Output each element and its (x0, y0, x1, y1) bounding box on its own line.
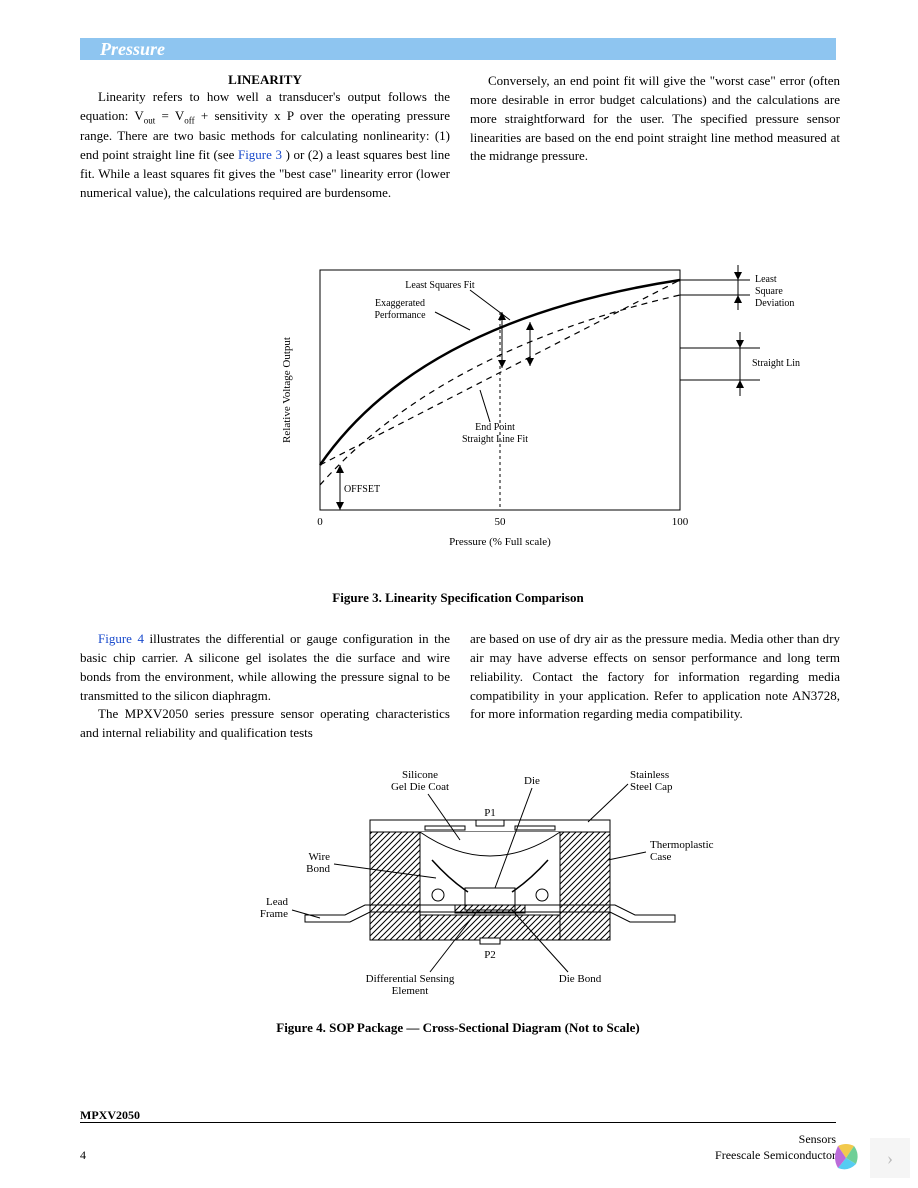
lbl-silicone-2: Gel Die Coat (391, 781, 449, 793)
sec2-left-p1: Figure 4 illustrates the differential or… (80, 630, 450, 705)
lbl-p2: P2 (484, 949, 496, 961)
col-left-1: LINEARITY Linearity refers to how well a… (80, 72, 450, 203)
figure4-diagram: Silicone Gel Die Coat Die Stainless Stee… (210, 760, 770, 1020)
lbl-silicone-1: Silicone (402, 769, 438, 781)
xtick-0: 0 (317, 516, 323, 528)
lbl-steel-1: Stainless (630, 769, 669, 781)
footer-rule (80, 1122, 836, 1123)
sub-out: out (144, 115, 156, 125)
exaggerated-label-1: Exaggerated (375, 298, 425, 309)
linearity-left-para: Linearity refers to how well a transduce… (80, 88, 450, 203)
lbl-wire-2: Bond (306, 863, 330, 875)
sec2-left-p2: The MPXV2050 series pressure sensor oper… (80, 705, 450, 743)
lbl-lead-2: Frame (260, 908, 288, 920)
figure4-link[interactable]: Figure 4 (98, 631, 144, 646)
figure3-chart: Relative Voltage Output Pressure (% Full… (240, 250, 800, 580)
linearity-right-para: Conversely, an end point fit will give t… (470, 72, 840, 166)
xtick-50: 50 (495, 516, 507, 528)
sec2-right-p: are based on use of dry air as the press… (470, 630, 840, 724)
section-header: Pressure (80, 38, 836, 60)
x-axis-label: Pressure (% Full scale) (449, 536, 551, 548)
exaggerated-label-2: Performance (374, 310, 426, 321)
corner-logo-icon (826, 1138, 866, 1178)
col-left-2: Figure 4 illustrates the differential or… (80, 630, 450, 743)
txt: = V (155, 108, 184, 123)
figure3-caption: Figure 3. Linearity Specification Compar… (80, 590, 836, 606)
lsq-dev-3: Deviation (755, 298, 794, 309)
corner-next-icon[interactable]: › (870, 1138, 910, 1178)
lbl-p1: P1 (484, 807, 496, 819)
lbl-steel-2: Steel Cap (630, 781, 673, 793)
figure3-link[interactable]: Figure 3 (238, 147, 282, 162)
lsq-dev-2: Square (755, 286, 783, 297)
lbl-thermo-1: Thermoplastic (650, 839, 714, 851)
lbl-diff-2: Element (392, 985, 429, 997)
lbl-die: Die (524, 775, 540, 787)
least-squares-label: Least Squares Fit (405, 280, 475, 291)
lbl-thermo-2: Case (650, 851, 672, 863)
col-right-1: Conversely, an end point fit will give t… (470, 72, 840, 166)
col-right-2: are based on use of dry air as the press… (470, 630, 840, 724)
lsq-dev-1: Least (755, 274, 777, 285)
linearity-title: LINEARITY (80, 72, 450, 88)
lbl-diff-1: Differential Sensing (366, 973, 455, 985)
lbl-wire-1: Wire (308, 851, 330, 863)
sub-off: off (184, 115, 194, 125)
endpoint-label-1: End Point (475, 422, 515, 433)
figure4-caption: Figure 4. SOP Package — Cross-Sectional … (80, 1020, 836, 1036)
footer-right2: Freescale Semiconductor (715, 1148, 836, 1163)
endpoint-label-2: Straight Line Fit (462, 434, 528, 445)
footer-part: MPXV2050 (80, 1108, 140, 1123)
offset-label: OFFSET (344, 484, 380, 495)
xtick-100: 100 (672, 516, 689, 528)
straight-line-label: Straight Line (752, 358, 800, 369)
lbl-lead-1: Lead (266, 896, 288, 908)
y-axis-label: Relative Voltage Output (281, 337, 293, 443)
lbl-diebond: Die Bond (559, 973, 602, 985)
footer-page: 4 (80, 1148, 86, 1163)
